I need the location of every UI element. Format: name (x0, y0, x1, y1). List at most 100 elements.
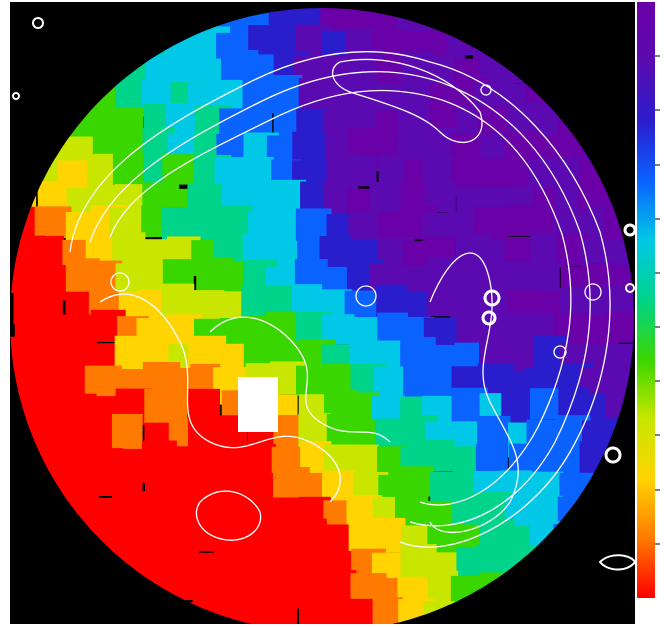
bin-cell (117, 602, 155, 624)
bin-cell (605, 387, 634, 419)
voronoi-cells (10, 8, 634, 624)
bin-cell (525, 544, 558, 577)
bin-cell (10, 158, 43, 189)
bin-cell (64, 28, 95, 59)
contour-shell-outer (69, 50, 611, 548)
bin-cell (141, 8, 177, 41)
bin-cell (454, 599, 490, 624)
bin-cell (346, 155, 377, 187)
bin-cell (630, 597, 634, 624)
bin-cell (581, 602, 619, 624)
bin-cell (10, 471, 38, 508)
bin-cell (140, 576, 172, 609)
bin-cell (559, 83, 592, 118)
bin-cell (370, 517, 406, 553)
bin-cell (84, 29, 122, 61)
bin-cell (501, 205, 535, 237)
bin-cell (607, 131, 634, 168)
bin-cell (57, 596, 93, 624)
bin-cell (299, 601, 330, 624)
bin-cell (111, 570, 150, 605)
bin-cell (473, 600, 506, 624)
bin-cell (265, 597, 298, 624)
contour-ring-north (480, 84, 492, 96)
bin-cell (265, 75, 303, 112)
bin-cell (612, 578, 634, 616)
bin-cell (317, 524, 353, 556)
bin-cell (63, 8, 101, 36)
bin-cell (560, 551, 593, 583)
contour-lines (69, 50, 611, 548)
bin-cell (87, 54, 122, 89)
bin-cell (551, 25, 589, 64)
contour-loop-sw (195, 490, 262, 541)
bin-cell (581, 577, 617, 612)
bin-cell (10, 604, 39, 624)
bin-cell (609, 521, 634, 555)
bin-cell (473, 29, 511, 61)
bin-cell (112, 153, 147, 187)
bin-cell (89, 573, 125, 606)
bin-cell (551, 570, 582, 604)
bin-cell (604, 23, 634, 59)
bin-cell (580, 520, 618, 558)
bin-cell (14, 84, 45, 116)
bin-cell (31, 595, 67, 624)
bin-cell (608, 77, 634, 114)
contour-ring-east-2 (481, 310, 497, 326)
bin-cell (59, 573, 94, 611)
bin-cell (607, 57, 634, 94)
contour-filament-center (209, 316, 391, 443)
bin-cell (531, 55, 568, 88)
colorbar (637, 2, 655, 598)
bin-cell (529, 574, 562, 610)
bin-cell (32, 103, 64, 136)
bin-cell (14, 575, 48, 612)
bin-cell (506, 575, 541, 606)
bin-cell (553, 524, 591, 557)
bin-cell (480, 572, 511, 608)
bin-cell (551, 55, 585, 93)
bin-cell (162, 154, 196, 185)
bin-cell (558, 598, 594, 624)
bin-cell (451, 8, 482, 37)
bin-cell (33, 548, 71, 586)
bin-cell (421, 439, 455, 471)
bin-cell (528, 261, 560, 293)
bin-cell (33, 28, 64, 65)
bin-cell (505, 51, 540, 84)
bin-cell (611, 8, 634, 29)
bin-cell (633, 471, 634, 505)
colorbar-ticks (655, 55, 660, 545)
bin-cell (90, 8, 121, 40)
contour-shell-inner (89, 70, 591, 527)
bin-cell (612, 545, 634, 576)
bin-cell (10, 129, 39, 166)
bin-cell (10, 523, 45, 561)
contour-ring-se (553, 345, 567, 359)
bin-cell (631, 446, 634, 483)
bin-cell (529, 388, 562, 420)
bin-cell (581, 491, 612, 526)
bin-cell (583, 8, 621, 32)
bin-cell (161, 283, 195, 320)
bin-cell (579, 441, 615, 476)
bin-cell (292, 131, 327, 162)
contour-filament-west (99, 293, 341, 503)
bin-cell (608, 161, 634, 197)
contour-filament-east (429, 252, 519, 534)
binned-map-panel (10, 2, 635, 624)
bin-cell (396, 466, 434, 497)
bin-cell (10, 499, 44, 537)
binned-map (10, 8, 635, 624)
bin-cell (584, 473, 617, 511)
bin-cell (85, 595, 123, 624)
bin-cell (609, 105, 634, 136)
bin-cell (40, 56, 77, 91)
contour-loop-ne (331, 58, 483, 143)
bin-cell (421, 127, 456, 159)
bin-cell (369, 181, 404, 216)
bin-cell (631, 81, 634, 119)
bin-cell (170, 604, 206, 624)
outside-sources (12, 17, 635, 571)
